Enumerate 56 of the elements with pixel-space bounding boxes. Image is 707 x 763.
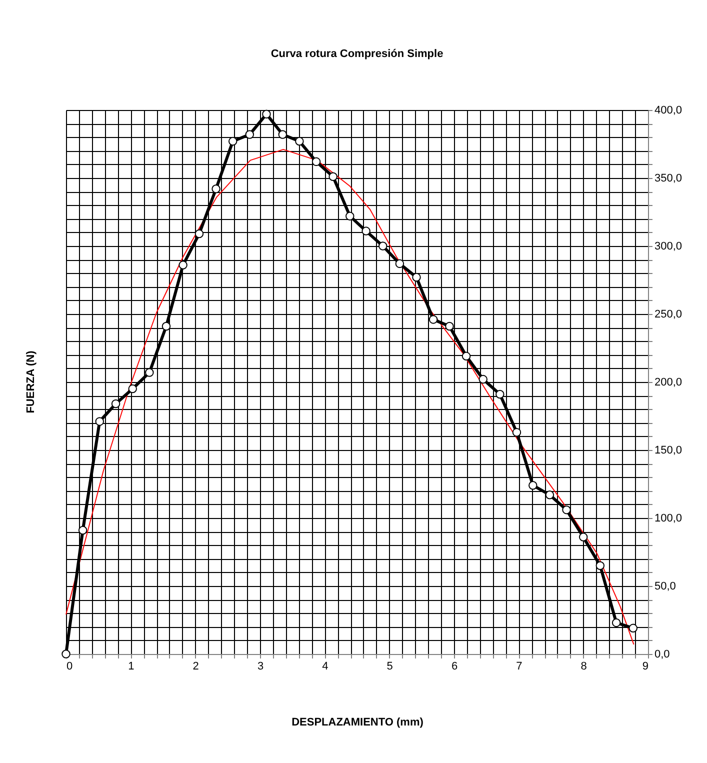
point bbox=[428, 315, 438, 324]
y-tick-label: 50,0 bbox=[654, 580, 676, 592]
y-tick-label: 400,0 bbox=[654, 104, 682, 116]
point bbox=[212, 184, 220, 194]
point bbox=[95, 417, 104, 426]
point bbox=[496, 390, 504, 399]
point bbox=[78, 526, 88, 535]
point bbox=[462, 352, 471, 361]
x-tick-label: 4 bbox=[322, 660, 328, 672]
y-tick-label: 350,0 bbox=[654, 172, 682, 184]
chart-title: Curva rotura Compresión Simple bbox=[270, 48, 444, 60]
point bbox=[528, 480, 538, 490]
point bbox=[512, 428, 522, 437]
point bbox=[346, 212, 354, 220]
point bbox=[194, 229, 204, 238]
y-tick-label: 250,0 bbox=[654, 308, 682, 320]
point bbox=[412, 272, 421, 282]
x-tick-label: 9 bbox=[642, 660, 648, 672]
x-tick-label: 6 bbox=[451, 660, 458, 672]
point bbox=[612, 618, 621, 628]
y-tick-label: 150,0 bbox=[654, 444, 682, 456]
point bbox=[395, 259, 404, 268]
point bbox=[178, 260, 188, 270]
point bbox=[295, 136, 304, 146]
point bbox=[328, 172, 338, 182]
point bbox=[562, 505, 571, 514]
point bbox=[111, 399, 120, 408]
point bbox=[312, 157, 321, 166]
y-axis-title: FUERZA (N) bbox=[25, 350, 37, 414]
x-tick-label: 5 bbox=[386, 660, 393, 672]
point bbox=[62, 650, 70, 658]
x-tick-label: 2 bbox=[192, 660, 199, 672]
y-tick-label: 100,0 bbox=[654, 512, 682, 524]
point bbox=[162, 322, 171, 331]
x-tick-label: 1 bbox=[128, 660, 134, 672]
x-axis-title: DESPLAZAMIENTO (mm) bbox=[292, 716, 424, 728]
point bbox=[362, 226, 370, 236]
point bbox=[128, 384, 137, 394]
x-tick-label: 8 bbox=[580, 660, 587, 672]
point bbox=[596, 561, 605, 570]
point bbox=[628, 624, 638, 633]
point bbox=[262, 110, 271, 118]
point bbox=[478, 374, 488, 384]
point bbox=[445, 322, 454, 331]
x-tick-label: 0 bbox=[66, 660, 73, 672]
point bbox=[545, 490, 554, 500]
x-tick-label: 7 bbox=[516, 660, 522, 672]
x-tick-label: 3 bbox=[257, 660, 264, 672]
y-tick-label: 300,0 bbox=[654, 240, 682, 252]
point bbox=[245, 130, 254, 139]
point bbox=[145, 368, 154, 377]
point bbox=[578, 532, 588, 542]
y-tick-label: 200,0 bbox=[654, 376, 682, 388]
y-tick-label: 0,0 bbox=[654, 648, 670, 660]
point bbox=[378, 242, 388, 250]
point bbox=[228, 136, 238, 146]
